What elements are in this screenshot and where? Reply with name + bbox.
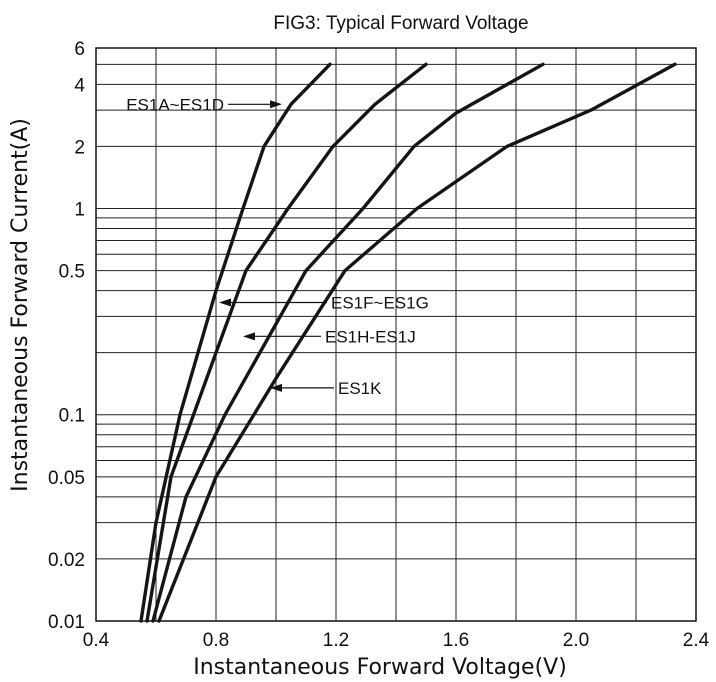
annotation: ES1K [270,379,382,398]
annotation-label: ES1F~ES1G [331,294,429,313]
annotation: ES1A~ES1D [126,95,282,114]
y-axis-label: Instantaneous Forward Current(A) [8,118,33,492]
x-tick-label: 1.2 [323,630,349,651]
series-line-es1h-es1j [151,62,545,623]
chart-title: FIG3: Typical Forward Voltage [273,13,528,34]
series-line-es1k [157,62,677,623]
x-tick-label: 0.8 [203,630,229,651]
x-tick-labels: 0.4 0.8 1.2 1.6 2.0 2.4 [83,630,710,651]
annotation: ES1H-ES1J [243,327,416,346]
annotation-arrowhead [243,332,255,341]
y-tick-label: 0.5 [59,262,85,283]
y-tick-label: 0.1 [59,406,85,427]
annotation: ES1F~ES1G [219,294,429,313]
annotation-label: ES1K [338,379,382,398]
annotations: ES1A~ES1D ES1F~ES1G ES1H-ES1J ES1K [126,95,429,398]
annotation-arrowhead [219,298,231,307]
y-tick-label: 6 [74,39,85,60]
y-tick-label: 0.05 [48,468,85,489]
curves [139,62,677,623]
y-tick-label: 2 [74,137,85,158]
y-tick-label: 1 [74,199,85,220]
y-tick-label: 0.02 [48,550,85,571]
annotation-arrowhead [270,100,282,109]
x-tick-label: 2.0 [563,630,589,651]
plot-frame [95,47,697,622]
x-tick-label: 2.4 [683,630,710,651]
y-tick-label: 4 [74,75,85,96]
annotation-label: ES1A~ES1D [126,95,224,114]
annotation-arrowhead [270,383,282,392]
y-tick-labels: 0.01 0.02 0.05 0.1 0.5 1 2 4 6 [48,39,85,633]
annotation-label: ES1H-ES1J [325,327,416,346]
series-line-es1f-es1g [145,62,428,623]
x-tick-label: 0.4 [83,630,110,651]
x-axis-label: Instantaneous Forward Voltage(V) [193,655,567,680]
series-line-es1a-es1d [139,62,332,623]
y-tick-label: 0.01 [48,612,85,633]
x-tick-label: 1.6 [443,630,469,651]
